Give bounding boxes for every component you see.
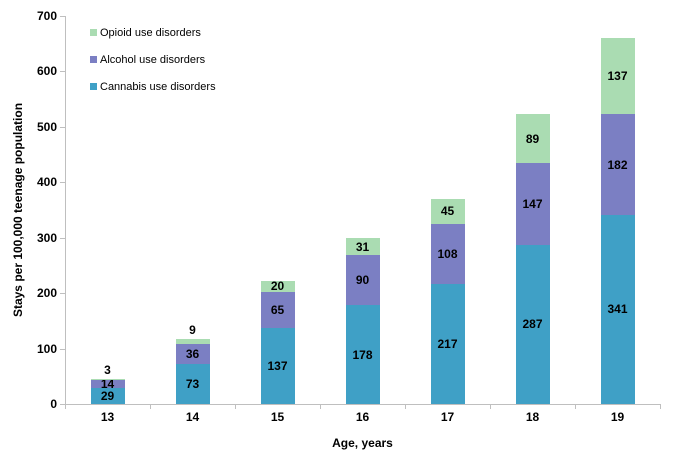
bar-label-alcohol-19: 182 — [607, 157, 628, 172]
bar-label-alcohol-18: 147 — [522, 197, 543, 212]
x-axis-title: Age, years — [332, 436, 393, 450]
y-tick-mark — [60, 404, 65, 405]
y-tick-label: 0 — [50, 397, 57, 411]
x-tick-mark — [320, 404, 321, 409]
y-tick-mark — [60, 71, 65, 73]
x-tick-mark — [150, 404, 151, 409]
bar-label-cannabis-18: 287 — [522, 317, 543, 332]
bar-label-alcohol-15: 65 — [270, 303, 285, 318]
bar-segment-cannabis-13 — [90, 387, 125, 404]
y-tick-label: 600 — [36, 64, 57, 79]
bar-label-opioid-19: 137 — [607, 69, 628, 84]
bar-segment-opioid-16 — [345, 238, 380, 256]
bar-label-cannabis-14: 73 — [185, 376, 200, 391]
legend-swatch-alcohol-icon — [90, 56, 97, 63]
bar-segment-alcohol-13 — [90, 380, 125, 388]
bar-segment-cannabis-19 — [600, 214, 635, 404]
legend-label-cannabis: Cannabis use disorders — [100, 81, 216, 93]
legend-swatch-opioid-icon — [90, 29, 97, 36]
x-tick-mark — [235, 404, 236, 409]
x-tick-mark — [65, 404, 66, 409]
y-tick-mark — [60, 182, 65, 184]
bar-label-alcohol-14: 36 — [185, 346, 200, 361]
bar-label-cannabis-17: 217 — [437, 336, 458, 351]
x-tick-label: 13 — [100, 410, 115, 424]
bar-label-opioid-17: 45 — [440, 204, 455, 219]
bar-label-cannabis-13: 29 — [100, 388, 115, 403]
bar-label-alcohol-16: 90 — [355, 273, 370, 288]
bar-segment-cannabis-18 — [515, 244, 550, 404]
y-tick-label: 700 — [36, 9, 57, 23]
y-tick-mark — [60, 348, 65, 350]
bar-label-opioid-13: 3 — [104, 362, 111, 377]
y-tick-mark — [60, 126, 65, 128]
y-tick-label: 300 — [36, 230, 57, 245]
y-tick-mark — [60, 293, 65, 295]
y-tick-label: 100 — [36, 341, 57, 356]
x-tick-mark — [490, 404, 491, 409]
y-tick-label: 500 — [36, 119, 57, 134]
x-tick-mark — [405, 404, 406, 409]
y-axis-line — [65, 16, 66, 404]
bar-segment-alcohol-15 — [260, 292, 295, 329]
bar-segment-alcohol-19 — [600, 114, 635, 215]
y-axis-title: Stays per 100,000 teenage population — [11, 102, 25, 318]
bar-segment-alcohol-17 — [430, 223, 465, 284]
bar-segment-opioid-13 — [90, 378, 125, 381]
legend-swatch-cannabis-icon — [90, 83, 97, 90]
x-tick-label: 18 — [525, 410, 540, 424]
x-tick-label: 16 — [355, 410, 370, 424]
x-tick-label: 14 — [185, 410, 200, 424]
bar-label-cannabis-16: 178 — [352, 347, 373, 362]
bar-segment-alcohol-16 — [345, 255, 380, 306]
bar-segment-cannabis-14 — [175, 363, 210, 404]
bar-segment-alcohol-18 — [515, 163, 550, 245]
y-tick-mark — [60, 16, 65, 17]
bar-label-opioid-15: 20 — [270, 279, 285, 294]
y-tick-mark — [60, 237, 65, 239]
bar-segment-opioid-19 — [600, 38, 635, 115]
bar-segment-cannabis-16 — [345, 305, 380, 404]
bar-label-alcohol-17: 108 — [437, 246, 458, 261]
bar-segment-opioid-14 — [175, 338, 210, 344]
bar-label-opioid-14: 9 — [189, 322, 196, 337]
bar-label-cannabis-19: 341 — [607, 302, 628, 317]
y-tick-label: 400 — [36, 175, 57, 190]
x-tick-mark — [660, 404, 661, 409]
x-tick-label: 17 — [440, 410, 455, 424]
x-tick-mark — [575, 404, 576, 409]
bar-label-opioid-16: 31 — [355, 239, 370, 254]
bar-segment-opioid-17 — [430, 198, 465, 224]
bar-segment-opioid-15 — [260, 280, 295, 293]
bar-label-alcohol-13: 14 — [100, 377, 115, 392]
x-tick-label: 15 — [270, 410, 285, 424]
bar-segment-opioid-18 — [515, 114, 550, 164]
bar-segment-cannabis-15 — [260, 328, 295, 404]
y-tick-label: 200 — [36, 286, 57, 301]
bar-segment-cannabis-17 — [430, 283, 465, 404]
bar-label-cannabis-15: 137 — [267, 359, 288, 374]
x-axis-line — [65, 404, 661, 405]
legend-label-alcohol: Alcohol use disorders — [100, 54, 206, 66]
legend-label-opioid: Opioid use disorders — [100, 27, 201, 39]
x-tick-label: 19 — [610, 410, 625, 424]
bar-label-opioid-18: 89 — [525, 131, 540, 146]
bar-segment-alcohol-14 — [175, 343, 210, 364]
